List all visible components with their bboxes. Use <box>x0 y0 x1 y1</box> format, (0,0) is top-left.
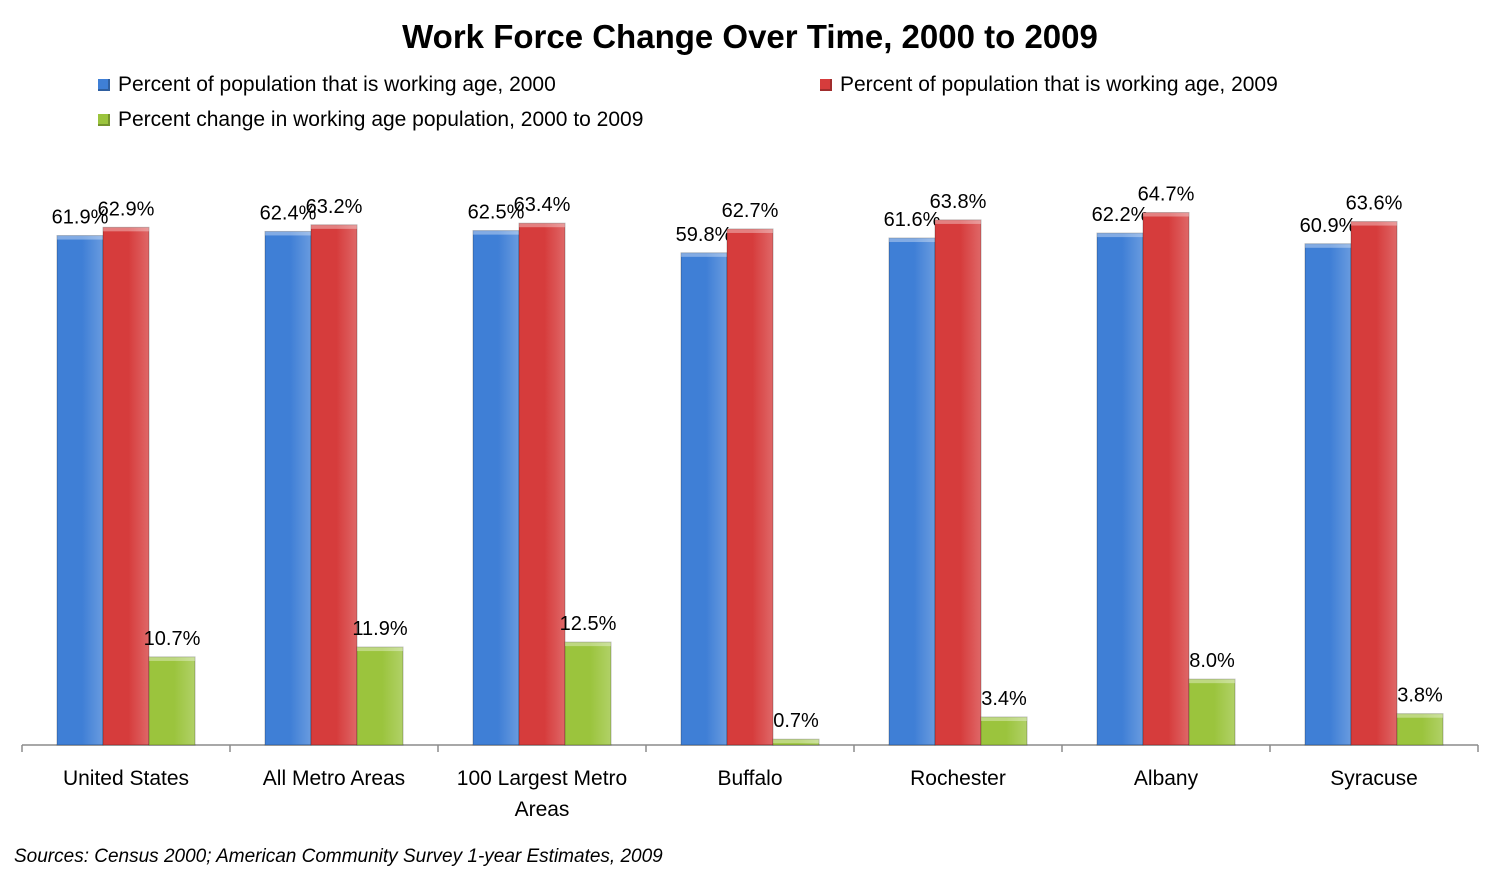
bar-s1-5 <box>1096 232 1144 746</box>
data-label-s1-0: 61.9% <box>52 207 109 229</box>
bar-cap <box>681 252 727 257</box>
bar-s1-6 <box>1304 243 1352 746</box>
legend-swatch-blue <box>98 79 110 91</box>
data-label-s1-2: 62.5% <box>468 202 525 224</box>
category-label-0: United States <box>63 767 189 790</box>
bar-s3-4 <box>980 716 1028 746</box>
bar-cap <box>357 647 403 652</box>
bar-cap <box>149 656 195 661</box>
bar-s2-2 <box>518 222 566 746</box>
bar-cap <box>265 231 311 236</box>
source-note: Sources: Census 2000; American Community… <box>14 846 663 867</box>
category-label-5: Albany <box>1134 767 1199 790</box>
bar-s1-3 <box>680 252 728 746</box>
data-label-s3-5: 8.0% <box>1189 650 1235 672</box>
legend-item-change: Percent change in working age population… <box>98 108 643 132</box>
bar-cap <box>57 235 103 240</box>
bar-s3-0 <box>148 656 196 746</box>
category-label-4: Rochester <box>910 767 1006 790</box>
chart-title: Work Force Change Over Time, 2000 to 200… <box>402 18 1098 55</box>
bar-s2-3 <box>726 228 774 746</box>
bar-cap <box>519 223 565 228</box>
category-label-2: 100 Largest Metro <box>457 767 627 790</box>
legend-swatch-red <box>820 79 832 91</box>
data-label-s1-3: 59.8% <box>676 224 733 246</box>
category-label-6: Syracuse <box>1330 767 1418 790</box>
bar-cap <box>1305 243 1351 248</box>
data-label-s2-1: 63.2% <box>306 196 363 218</box>
bar-s3-5 <box>1188 678 1236 746</box>
legend-item-2009: Percent of population that is working ag… <box>820 73 1278 97</box>
bar-cap <box>935 219 981 224</box>
bar-cap <box>473 230 519 235</box>
bar-cap <box>1189 679 1235 684</box>
bar-cap <box>103 227 149 232</box>
bar-s2-6 <box>1350 221 1398 746</box>
bar-s3-1 <box>356 646 404 746</box>
legend-label-2000: Percent of population that is working ag… <box>118 73 556 96</box>
data-label-s3-3: 0.7% <box>773 710 819 732</box>
data-label-s2-5: 64.7% <box>1138 184 1195 206</box>
data-label-s3-0: 10.7% <box>144 628 201 650</box>
bar-cap <box>1351 221 1397 226</box>
bar-s1-0 <box>56 235 104 746</box>
legend-swatch-green <box>98 114 110 126</box>
bar-cap <box>1097 233 1143 238</box>
data-label-s3-6: 3.8% <box>1397 685 1443 707</box>
data-label-s2-2: 63.4% <box>514 194 571 216</box>
bar-s1-2 <box>472 230 520 746</box>
legend-item-2000: Percent of population that is working ag… <box>98 73 556 97</box>
category-label-3: Buffalo <box>718 767 783 790</box>
data-label-s2-6: 63.6% <box>1346 193 1403 215</box>
bar-s3-6 <box>1396 713 1444 746</box>
bar-cap <box>981 717 1027 722</box>
bar-cap <box>565 642 611 647</box>
bar-s2-0 <box>102 226 150 746</box>
bar-s1-4 <box>888 237 936 746</box>
data-label-s1-5: 62.2% <box>1092 204 1149 226</box>
category-label-2: Areas <box>515 798 570 821</box>
bar-cap <box>1397 713 1443 718</box>
bar-s2-4 <box>934 219 982 746</box>
data-label-s3-2: 12.5% <box>560 613 617 635</box>
data-label-s1-1: 62.4% <box>260 202 317 224</box>
bar-cap <box>773 739 819 744</box>
data-label-s3-4: 3.4% <box>981 688 1027 710</box>
bar-s1-1 <box>264 230 312 746</box>
legend-label-2009: Percent of population that is working ag… <box>840 73 1278 96</box>
bar-s3-2 <box>564 641 612 746</box>
bar-cap <box>727 228 773 233</box>
bar-cap <box>1143 212 1189 217</box>
category-label-1: All Metro Areas <box>263 767 405 790</box>
data-label-s1-6: 60.9% <box>1300 215 1357 237</box>
data-label-s2-4: 63.8% <box>930 191 987 213</box>
data-label-s3-1: 11.9% <box>352 618 407 640</box>
data-label-s1-4: 61.6% <box>884 209 941 231</box>
data-label-s2-0: 62.9% <box>98 198 155 220</box>
bar-s2-5 <box>1142 212 1190 746</box>
bar-s3-3 <box>772 738 820 746</box>
bar-s2-1 <box>310 224 358 746</box>
bar-cap <box>889 238 935 243</box>
legend-label-change: Percent change in working age population… <box>118 108 644 131</box>
data-label-s2-3: 62.7% <box>722 200 779 222</box>
bar-cap <box>311 224 357 229</box>
